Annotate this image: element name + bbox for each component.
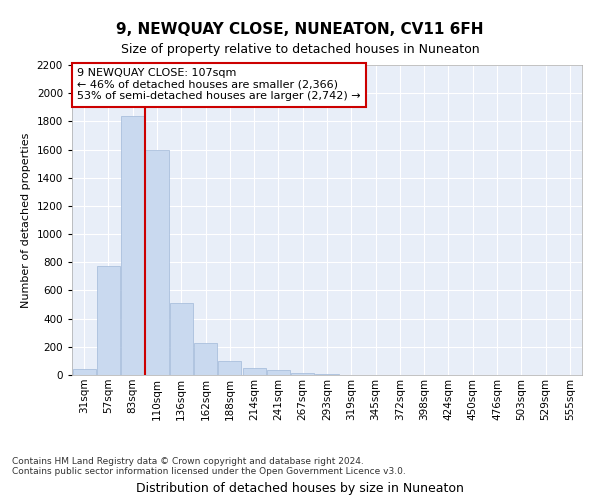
Bar [97,266,120,375]
Bar [316,374,338,375]
Text: Contains public sector information licensed under the Open Government Licence v3: Contains public sector information licen… [12,467,406,476]
Bar [218,361,241,375]
Text: Contains HM Land Registry data © Crown copyright and database right 2024.: Contains HM Land Registry data © Crown c… [12,457,364,466]
Y-axis label: Number of detached properties: Number of detached properties [21,132,31,308]
Text: 9 NEWQUAY CLOSE: 107sqm
← 46% of detached houses are smaller (2,366)
53% of semi: 9 NEWQUAY CLOSE: 107sqm ← 46% of detache… [77,68,361,102]
Bar [267,370,290,375]
Bar [194,342,217,375]
Bar [73,370,95,375]
Bar [170,303,193,375]
Text: Distribution of detached houses by size in Nuneaton: Distribution of detached houses by size … [136,482,464,495]
Text: 9, NEWQUAY CLOSE, NUNEATON, CV11 6FH: 9, NEWQUAY CLOSE, NUNEATON, CV11 6FH [116,22,484,38]
Bar [291,373,314,375]
Text: Size of property relative to detached houses in Nuneaton: Size of property relative to detached ho… [121,42,479,56]
Bar [242,368,266,375]
Bar [145,150,169,375]
Bar [121,116,144,375]
